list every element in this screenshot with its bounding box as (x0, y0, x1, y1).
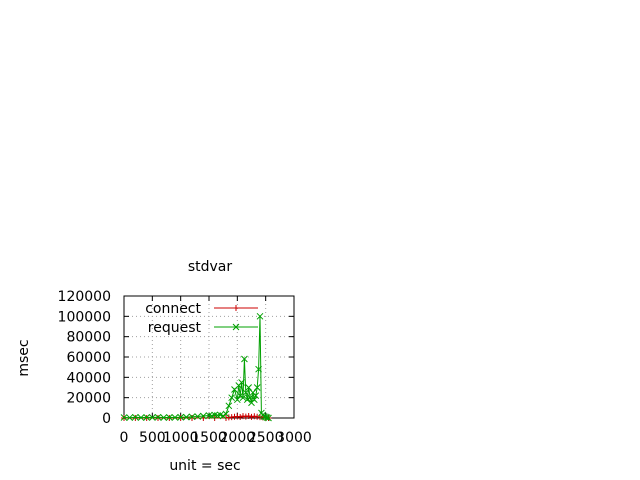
data-point-request (177, 413, 185, 421)
data-point-request (160, 414, 168, 421)
data-point-request (236, 392, 244, 399)
data-point-request (263, 414, 271, 421)
legend-label-request: request (148, 320, 202, 336)
data-point-request (131, 413, 139, 421)
y-tick-label: 60000 (66, 350, 111, 366)
data-point-request (243, 396, 251, 404)
x-tick-label: 1500 (191, 430, 227, 446)
data-point-request (252, 392, 260, 399)
data-point-request (225, 402, 233, 410)
legend-marker-request (232, 323, 240, 331)
data-point-request (137, 414, 145, 421)
series-request (120, 312, 272, 422)
data-point-request (250, 396, 258, 404)
y-axis-label: msec (16, 339, 32, 376)
data-point-connect (237, 413, 244, 420)
x-tick-label: 0 (120, 430, 129, 446)
legend: connect request (145, 301, 258, 336)
data-point-request (239, 394, 247, 402)
data-point-request (188, 413, 196, 421)
data-point-connect (242, 413, 249, 420)
series-layer (120, 312, 272, 422)
y-tick-label: 40000 (66, 370, 111, 386)
data-point-request (182, 413, 190, 421)
x-tick-label: 2500 (248, 430, 284, 446)
data-point-request (245, 384, 253, 391)
x-tick-label: 3000 (276, 430, 312, 446)
data-point-request (148, 414, 156, 421)
data-point-request (120, 414, 128, 421)
y-tick-label: 80000 (66, 330, 111, 346)
data-point-request (154, 413, 162, 421)
x-tick-label: 1000 (163, 430, 199, 446)
y-tick-label: 20000 (66, 391, 111, 407)
data-point-request (165, 414, 173, 421)
data-point-request (246, 394, 254, 402)
data-point-request (199, 412, 207, 420)
data-point-connect (245, 412, 252, 419)
data-point-request (126, 414, 134, 422)
data-point-request (171, 414, 179, 421)
data-point-connect (240, 413, 246, 420)
data-point-request (219, 412, 227, 420)
data-point-connect (189, 415, 195, 421)
series-line-request (123, 316, 269, 419)
x-tick-label: 2000 (220, 430, 256, 446)
data-point-connect (223, 415, 229, 421)
data-point-connect (155, 415, 161, 421)
chart-title: stdvar (188, 259, 233, 275)
x-axis-label: unit = sec (169, 458, 240, 474)
data-point-request (241, 355, 248, 363)
x-tick-label: 500 (139, 430, 166, 446)
data-point-connect (234, 413, 241, 420)
data-point-request (265, 414, 272, 422)
data-point-request (233, 396, 241, 404)
data-point-request (222, 410, 230, 418)
legend-marker-connect (233, 305, 239, 311)
grid (124, 296, 294, 418)
data-point-connect (251, 413, 258, 420)
legend-label-connect: connect (145, 301, 201, 317)
data-point-connect (132, 415, 139, 421)
data-point-request (194, 413, 202, 420)
y-tick-label: 100000 (58, 309, 111, 325)
data-point-request (256, 312, 264, 320)
data-point-request (253, 384, 261, 391)
data-point-request (242, 389, 250, 396)
y-tick-label: 0 (102, 411, 111, 427)
data-point-request (238, 379, 245, 386)
y-tick-label: 120000 (58, 289, 111, 305)
data-point-request (228, 394, 236, 402)
data-point-connect (248, 413, 255, 420)
data-point-request (143, 414, 151, 421)
data-point-connect (177, 415, 184, 421)
data-point-request (255, 365, 262, 373)
